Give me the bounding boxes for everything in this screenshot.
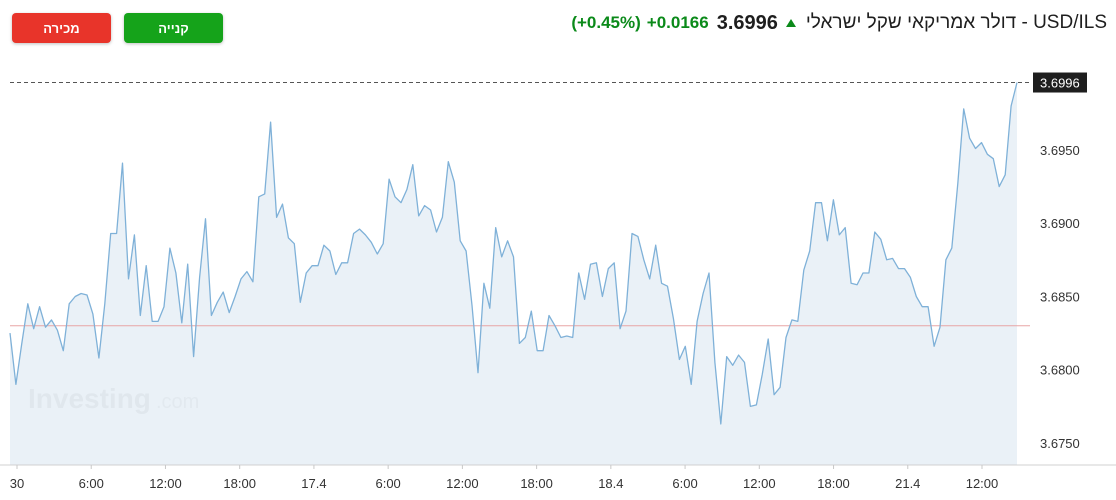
y-tick-label: 3.6850 — [1040, 289, 1080, 304]
price-area — [10, 82, 1017, 465]
x-tick-label: 17.4 — [301, 476, 326, 491]
y-tick-label: 3.6750 — [1040, 436, 1080, 451]
x-tick-label: 18:00 — [520, 476, 553, 491]
x-tick-label: 30 — [10, 476, 24, 491]
change-percent: (+0.45%) — [571, 13, 641, 32]
x-tick-label: 6:00 — [375, 476, 400, 491]
quote-header: (+0.45%) +0.0166 3.6996 USD/ILS - דולר א… — [571, 8, 1107, 38]
instrument-name: USD/ILS - דולר אמריקאי שקל ישראלי — [805, 12, 1107, 33]
x-tick-label: 12:00 — [446, 476, 479, 491]
current-price-badge-label: 3.6996 — [1040, 76, 1080, 91]
buy-button[interactable]: קנייה — [124, 13, 223, 43]
x-tick-label: 12:00 — [743, 476, 776, 491]
x-tick-label: 18.4 — [598, 476, 623, 491]
current-price: 3.6996 — [716, 11, 778, 34]
y-tick-label: 3.6800 — [1040, 363, 1080, 378]
y-tick-label: 3.6900 — [1040, 216, 1080, 231]
y-tick-label: 3.6950 — [1040, 143, 1080, 158]
x-tick-label: 18:00 — [223, 476, 256, 491]
price-line — [9, 82, 1018, 425]
sell-button-label: מכירה — [43, 20, 80, 36]
change-absolute: +0.0166 — [646, 13, 709, 32]
x-tick-label: 12:00 — [149, 476, 182, 491]
current-price-badge — [1033, 72, 1087, 93]
buy-button-label: קנייה — [158, 20, 189, 36]
up-arrow-icon — [785, 19, 796, 27]
x-tick-label: 12:00 — [966, 476, 999, 491]
sell-button[interactable]: מכירה — [12, 13, 111, 43]
x-tick-label: 18:00 — [817, 476, 850, 491]
x-tick-label: 6:00 — [79, 476, 104, 491]
x-tick-label: 6:00 — [672, 476, 697, 491]
x-tick-label: 21.4 — [895, 476, 920, 491]
